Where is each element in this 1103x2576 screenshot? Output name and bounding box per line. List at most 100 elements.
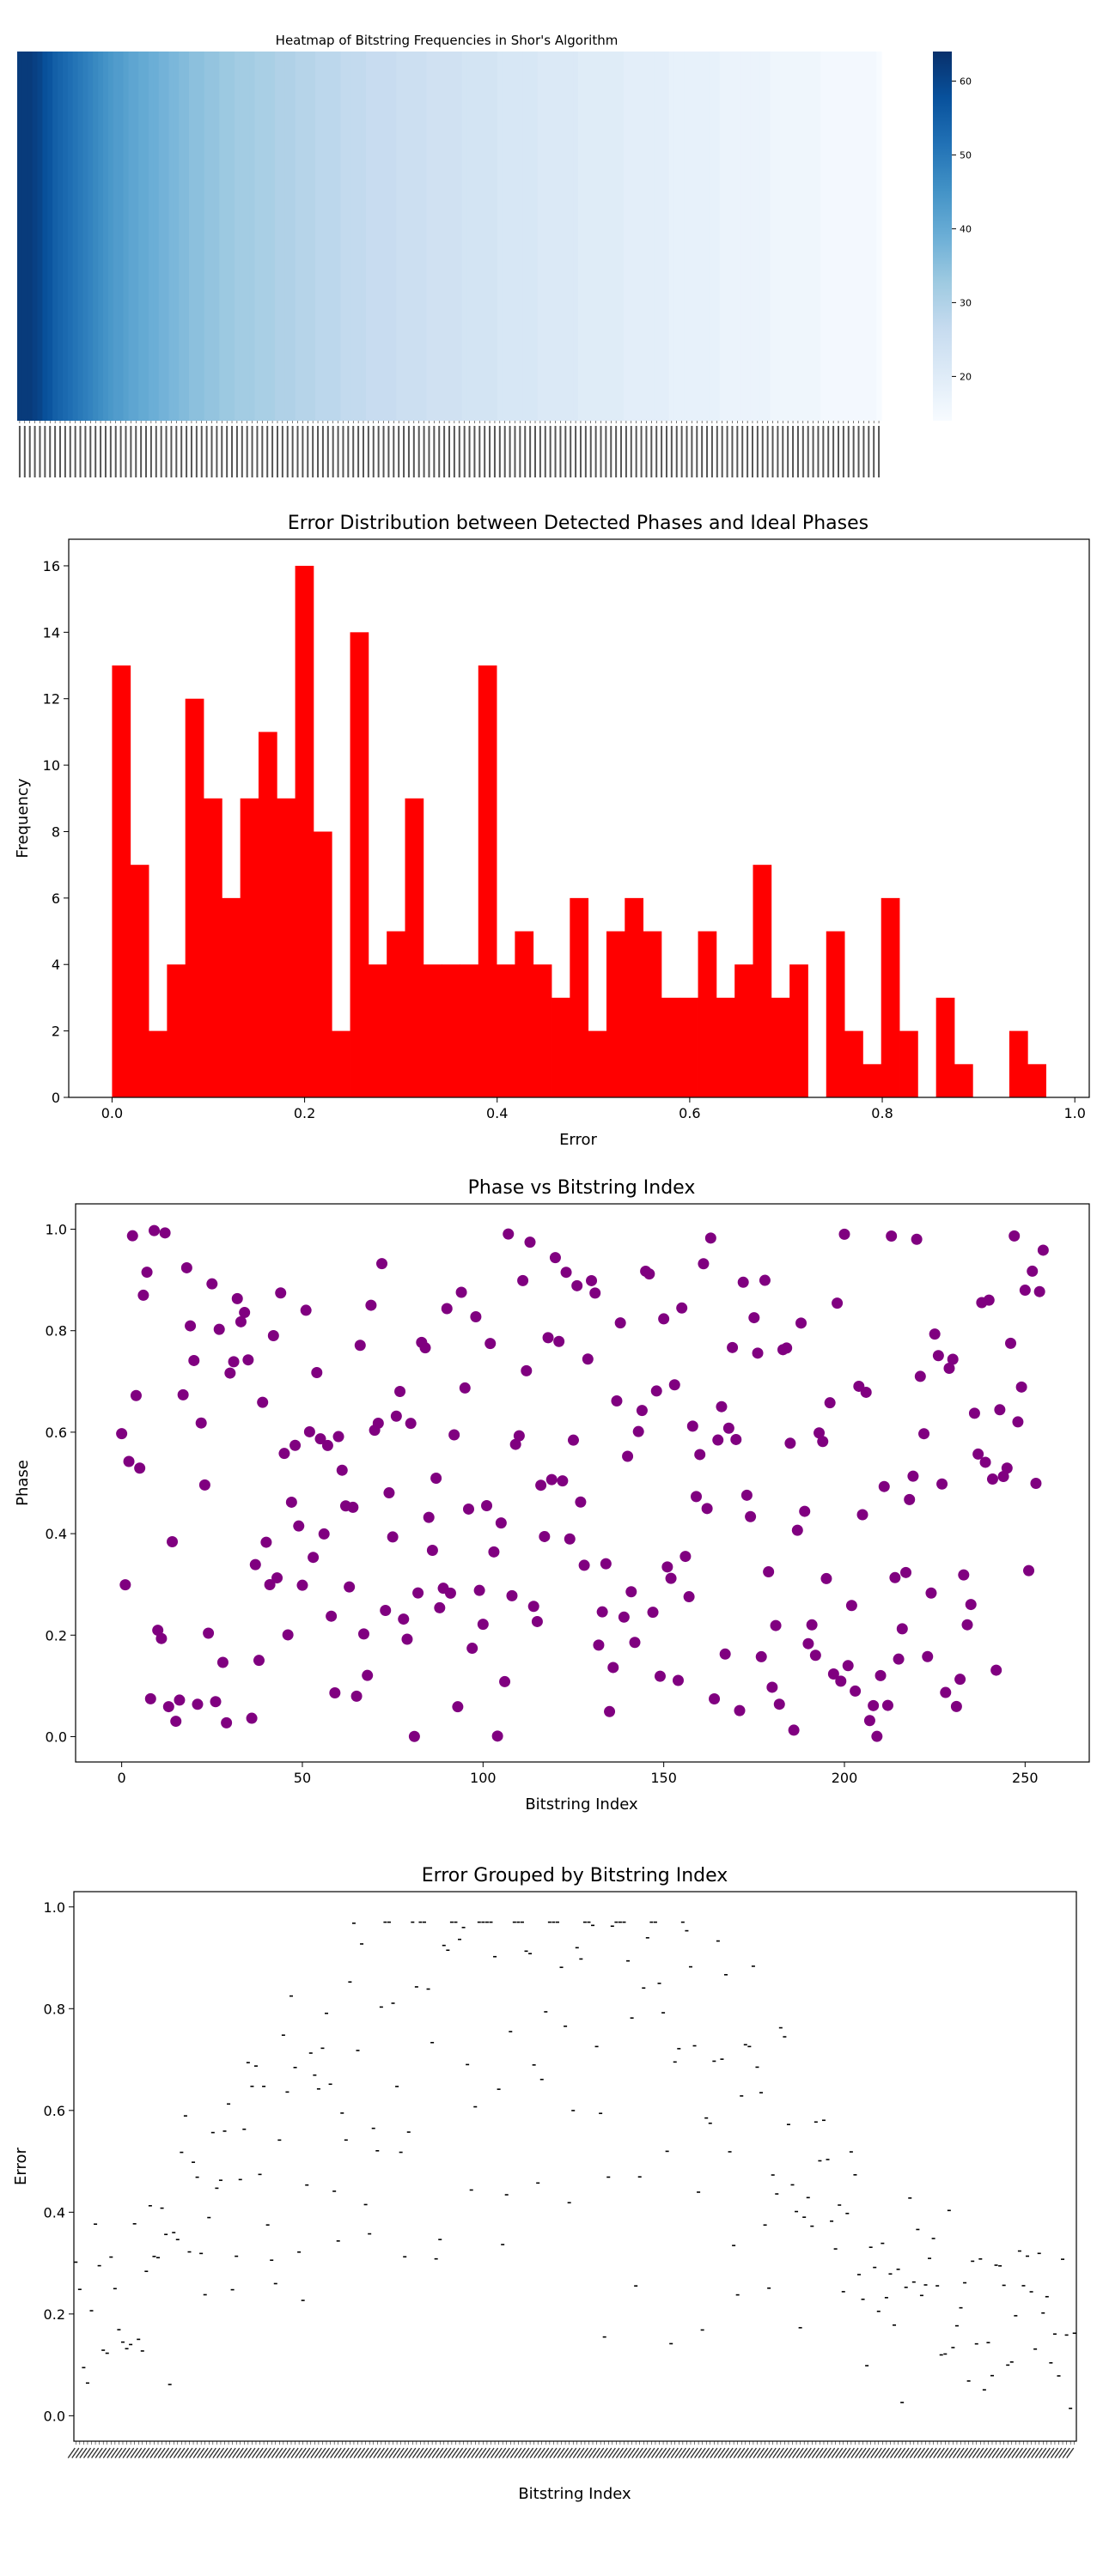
heatmap-x-tick-label-mark	[514, 426, 516, 477]
scatter-point	[658, 1313, 670, 1325]
heatmap-x-tick-label-mark	[54, 426, 57, 477]
heatmap-x-tick-label-mark	[484, 426, 486, 477]
heatmap-cell	[582, 52, 589, 421]
scatter-point	[195, 1417, 207, 1429]
scatter-point	[513, 1430, 525, 1442]
boxplot-x-tick-label-mark	[631, 2447, 640, 2458]
heatmap-cell	[275, 52, 281, 421]
boxplot-x-tick-label-mark	[137, 2447, 146, 2458]
heatmap-x-tick-label-mark	[570, 426, 572, 477]
heatmap-x-tick-label-mark	[221, 426, 223, 477]
heatmap-x-tick-label-mark	[317, 426, 320, 477]
boxplot-x-tick-label-mark	[169, 2447, 178, 2458]
histogram-bar	[204, 798, 222, 1097]
boxplot-y-tick-label: 0.8	[44, 2001, 65, 2017]
heatmap-cell	[411, 52, 417, 421]
boxplot-x-tick-label-mark	[999, 2447, 1008, 2458]
boxplot-x-tick-label-mark	[783, 2447, 793, 2458]
boxplot-x-tick-label-mark	[82, 2447, 92, 2458]
scatter-point	[441, 1303, 453, 1315]
heatmap-cell	[679, 52, 686, 421]
boxplot-x-tick-label-mark	[306, 2447, 314, 2458]
boxplot-x-tick-label-mark	[517, 2447, 527, 2458]
boxplot-x-tick-label-mark	[576, 2447, 585, 2458]
scatter-point	[755, 1650, 767, 1662]
boxplot-medians	[74, 1921, 1076, 2409]
scatter-point	[918, 1428, 930, 1440]
boxplot-x-tick-label-mark	[569, 2447, 577, 2458]
boxplot-x-tick-label-mark	[748, 2447, 758, 2458]
scatter-point	[994, 1404, 1006, 1416]
heatmap-x-tick-label-mark	[529, 426, 532, 477]
scatter-point	[210, 1696, 222, 1708]
heatmap-x-tick-label-mark	[493, 426, 496, 477]
heatmap-cell	[729, 52, 735, 421]
histogram-bar	[862, 1064, 882, 1097]
boxplot-x-tick-label-mark	[1007, 2447, 1015, 2458]
boxplot-x-tick-label-mark	[948, 2447, 957, 2458]
heatmap-x-tick-label-mark	[155, 426, 157, 477]
heatmap-x-tick-label-mark	[564, 426, 567, 477]
histogram-bar	[460, 964, 479, 1097]
boxplot-x-tick-label-mark	[623, 2447, 632, 2458]
heatmap-cell	[128, 52, 134, 421]
heatmap-cell	[279, 52, 286, 421]
heatmap-cell	[810, 52, 817, 421]
scatter-point	[907, 1470, 919, 1482]
boxplot-x-tick-label-mark	[71, 2447, 80, 2458]
heatmap-x-tick-label-mark	[691, 426, 693, 477]
histogram-bar	[295, 565, 314, 1097]
heatmap-cell	[871, 52, 877, 421]
scatter-point	[535, 1479, 547, 1492]
heatmap-cell	[668, 52, 675, 421]
histogram-y-tick-label: 6	[52, 890, 60, 907]
boxplot-x-tick-label-mark	[898, 2447, 906, 2458]
heatmap-cell	[850, 52, 857, 421]
scatter-point	[954, 1674, 966, 1686]
histogram-bar	[405, 798, 424, 1097]
boxplot-x-tick-label-mark	[365, 2447, 374, 2458]
histogram-bar	[442, 964, 460, 1097]
boxplot-x-tick-label-mark	[157, 2447, 166, 2458]
histogram-x-tick-label: 0.2	[294, 1105, 315, 1121]
heatmap-x-tick-label-mark	[524, 426, 527, 477]
boxplot-x-tick-label-mark	[1046, 2447, 1055, 2458]
heatmap-cell	[163, 52, 170, 421]
heatmap-x-tick-label-mark	[741, 426, 744, 477]
boxplot-x-tick-label-mark	[451, 2447, 460, 2458]
heatmap-cell	[345, 52, 351, 421]
scatter-y-tick-label: 0.2	[46, 1627, 67, 1643]
scatter-point	[527, 1601, 539, 1613]
heatmap-cell	[552, 52, 559, 421]
heatmap-x-tick-label-mark	[792, 426, 795, 477]
scatter-point	[845, 1600, 857, 1612]
heatmap-cell	[734, 52, 740, 421]
heatmap-x-tick-label-mark	[796, 426, 799, 477]
heatmap-x-tick-label-mark	[777, 426, 779, 477]
heatmap-cell	[133, 52, 139, 421]
boxplot-x-tick-label-mark	[259, 2447, 268, 2458]
heatmap-x-tick-label-mark	[235, 426, 238, 477]
scatter-point	[788, 1724, 800, 1736]
heatmap-cell	[209, 52, 216, 421]
heatmap-cell	[831, 52, 837, 421]
boxplot-x-tick-label-mark	[776, 2447, 784, 2458]
heatmap-x-tick-label-mark	[650, 426, 653, 477]
boxplot-x-tick-label-mark	[721, 2447, 730, 2458]
boxplot-x-tick-label-mark	[275, 2447, 283, 2458]
heatmap-cell	[649, 52, 655, 421]
scatter-point	[600, 1558, 612, 1570]
boxplot-x-tick-label-mark	[491, 2447, 499, 2458]
heatmap-cell	[800, 52, 807, 421]
scatter-point	[716, 1400, 728, 1413]
scatter-point	[1019, 1285, 1031, 1297]
heatmap-cell	[426, 52, 433, 421]
heatmap-cell	[840, 52, 847, 421]
heatmap-cell	[719, 52, 726, 421]
scatter-point	[817, 1436, 829, 1448]
boxplot-x-tick-label-mark	[188, 2447, 198, 2458]
histogram-bar	[753, 865, 772, 1097]
heatmap-cell	[820, 52, 826, 421]
heatmap-cell	[836, 52, 842, 421]
scatter-point	[893, 1653, 905, 1665]
